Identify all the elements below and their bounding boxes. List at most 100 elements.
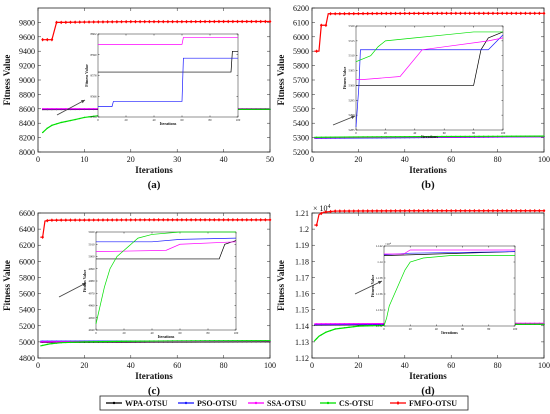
- panel-a-marker-fmfo-otsu: [83, 20, 86, 24]
- panel-c-ytick-label-9: 6600: [19, 209, 35, 218]
- panel-b-marker-fmfo-otsu: [375, 11, 379, 16]
- panel-a-marker-cs-otsu: [246, 108, 248, 110]
- inset-c-series-ssa-otsu: [95, 241, 237, 252]
- inset-c-ytick-label-2: 4960: [89, 304, 96, 308]
- panel-b-marker-fmfo-otsu: [486, 11, 490, 16]
- panel-b-marker-fmfo-otsu: [519, 11, 523, 16]
- panel-b-marker-cs-otsu: [427, 135, 429, 138]
- panel-b-ytick-label-3: 5500: [293, 105, 309, 114]
- panel-c-marker-fmfo-otsu: [96, 218, 100, 222]
- panel-d-marker-fmfo-otsu: [537, 208, 541, 213]
- panel-d-xtick-label-3: 60: [447, 361, 455, 370]
- inset-d-xtick-label-5: 100: [513, 327, 518, 331]
- panel-a-marker-fmfo-otsu: [236, 19, 239, 24]
- panel-a-marker-fmfo-otsu: [250, 19, 253, 24]
- panel-b-marker-cs-otsu: [329, 136, 332, 138]
- panel-c: 0 20 40 60 80 1004800500052005400560058006000…: [2, 209, 276, 397]
- panel-b-ytick-label-4: 5600: [293, 90, 309, 99]
- inset-a-xtick-label-3: 60: [181, 118, 185, 122]
- panel-c-marker-cs-otsu: [148, 340, 151, 342]
- panel-c-ytick-label-2: 5200: [19, 322, 35, 331]
- panel-b-marker-fmfo-otsu: [510, 11, 513, 16]
- panel-b-marker-fmfo-otsu: [449, 11, 453, 16]
- panel-b-marker-fmfo-otsu: [431, 11, 435, 16]
- panel-b-marker-fmfo-otsu: [380, 11, 383, 16]
- panel-b-marker-cs-otsu: [343, 136, 346, 138]
- inset-b-ytick-label-3: 5300: [349, 83, 356, 87]
- panel-d-marker-fmfo-otsu: [380, 209, 383, 213]
- panel-a: 0 10 20 30 40 50 8000 8200 8400 8600 8800 9000 9200 9…: [2, 7, 274, 191]
- panel-c-ytick-label-3: 5400: [19, 306, 35, 315]
- panel-c-marker-cs-otsu: [106, 340, 109, 343]
- panel-a-marker-fmfo-otsu: [157, 19, 161, 24]
- panel-b-marker-cs-otsu: [534, 135, 536, 137]
- panel-b-marker-cs-otsu: [357, 136, 360, 138]
- inset-d-xtick-label-4: 80: [487, 327, 491, 331]
- panel-d-xtick-label-0: 0: [310, 361, 314, 370]
- panel-b-marker-cs-otsu: [325, 136, 327, 138]
- panel-b-xtick-label-0: 0: [310, 155, 314, 164]
- panel-d-marker-fmfo-otsu: [403, 209, 407, 213]
- panel-d-marker-fmfo-otsu: [505, 208, 509, 213]
- inset-d: 0 20 40 60 80 100 1.132 1.134 1.136 1.138 1.14 1.14…: [370, 242, 518, 335]
- panel-d-marker-fmfo-otsu: [486, 208, 490, 213]
- panel-c-marker-ssa-otsu: [41, 341, 44, 343]
- panel-c-xtick-label-4: 80: [220, 361, 228, 370]
- inset-c-ytick-label-0: 4940: [89, 328, 96, 332]
- panel-b-ytick-label-7: 5900: [293, 47, 309, 56]
- panel-b-marker-fmfo-otsu: [505, 11, 509, 16]
- legend-label-ssa-otsu: SSA-OTSU: [267, 399, 306, 408]
- inset-a-xtick-label-1: 20: [125, 118, 129, 122]
- panel-a-xtick-label-1: 10: [80, 155, 88, 164]
- panel-b-marker-cs-otsu: [422, 135, 425, 138]
- panel-d-marker-fmfo-otsu: [357, 209, 360, 213]
- panel-d-marker-fmfo-otsu: [421, 208, 425, 213]
- panel-b-marker-fmfo-otsu: [417, 11, 421, 16]
- panel-c-marker-fmfo-otsu: [254, 218, 258, 222]
- panel-b-marker-cs-otsu: [353, 136, 355, 138]
- panel-c-marker-fmfo-otsu: [185, 218, 188, 222]
- panel-d-marker-fmfo-otsu: [338, 209, 342, 213]
- panel-label-d: (d): [421, 385, 435, 397]
- panel-b-marker-fmfo-otsu: [537, 11, 541, 16]
- panel-a-marker-fmfo-otsu: [134, 19, 137, 24]
- inset-b-xtick-label-0: 0: [355, 131, 357, 135]
- panel-b-marker-fmfo-otsu: [445, 11, 448, 16]
- panel-b-marker-fmfo-otsu: [403, 11, 407, 16]
- panel-a-ytick-label-7: 9400: [19, 47, 35, 56]
- inset-a-ytick-label-1: 8566: [91, 94, 98, 98]
- panel-c-marker-fmfo-otsu: [175, 218, 179, 222]
- panel-c-marker-cs-otsu: [88, 341, 90, 343]
- panel-d-marker-cs-otsu: [315, 337, 318, 340]
- panel-a-xtick-label-5: 50: [266, 155, 274, 164]
- panel-b-marker-fmfo-otsu: [533, 11, 537, 16]
- inset-pointer-arrowhead: [81, 100, 85, 104]
- panel-a-marker-fmfo-otsu: [185, 19, 188, 24]
- panel-a-marker-fmfo-otsu: [106, 20, 109, 24]
- inset-c-ytick-label-3: 4970: [89, 291, 96, 295]
- panel-b-marker-fmfo-otsu: [500, 11, 504, 16]
- panel-d-marker-fmfo-otsu: [417, 208, 421, 213]
- panel-b-marker-cs-otsu: [339, 136, 341, 138]
- panel-b-xtick-label-1: 20: [354, 155, 362, 164]
- inset-a-ytick-label-0: 8554: [91, 115, 98, 119]
- panel-c-xtick-label-5: 100: [264, 361, 276, 370]
- panel-c-marker-cs-otsu: [60, 341, 62, 344]
- panel-b-marker-fmfo-otsu: [440, 11, 444, 16]
- panel-c-marker-fmfo-otsu: [134, 218, 137, 222]
- panel-a-marker-fmfo-otsu: [41, 37, 45, 42]
- panel-d-marker-fmfo-otsu: [319, 211, 323, 216]
- panel-a-marker-ssa-otsu: [88, 108, 90, 110]
- panel-d-ytick-label-5: 1.17: [295, 273, 309, 282]
- panel-a-marker-cs-otsu: [41, 131, 44, 134]
- inset-b-series-pso-otsu: [355, 34, 504, 128]
- panel-a-marker-fmfo-otsu: [115, 19, 119, 24]
- panel-c-marker-fmfo-otsu: [69, 218, 72, 222]
- inset-b-xtick-label-3: 60: [443, 131, 447, 135]
- panel-a-marker-ssa-otsu: [65, 108, 67, 110]
- inset-pointer-arrow: [58, 282, 87, 298]
- inset-c-ytick-label-7: 5010: [89, 242, 96, 246]
- panel-b-marker-cs-otsu: [515, 135, 517, 137]
- panel-c-marker-cs-otsu: [125, 340, 127, 343]
